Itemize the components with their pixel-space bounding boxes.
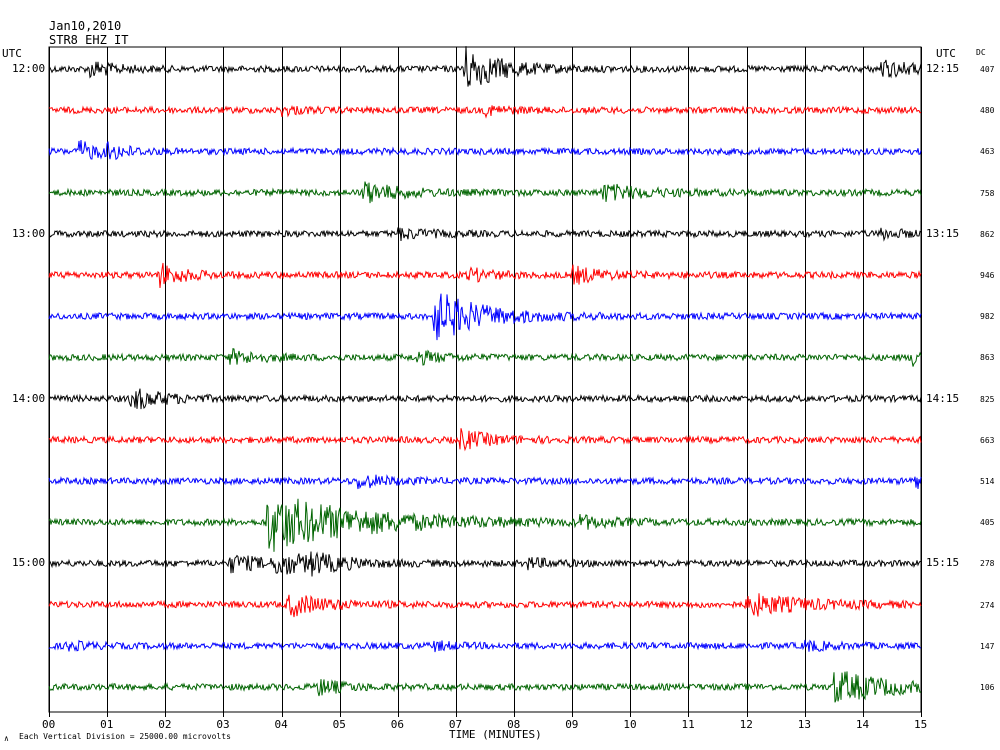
dc-header-label: DC (976, 48, 986, 57)
dc-value: 862 (980, 229, 995, 239)
dc-value: 946 (980, 271, 995, 280)
dc-value: 274 (980, 600, 995, 610)
x-tick-label: 13 (797, 718, 811, 731)
dc-value: 663 (980, 435, 995, 445)
row-time-left: 12:00 (12, 62, 46, 75)
x-tick-label: 09 (565, 718, 579, 731)
dc-value: 825 (980, 394, 995, 404)
seismic-trace (48, 293, 922, 341)
seismic-trace (48, 46, 922, 87)
dc-value: 863 (980, 353, 995, 363)
x-tick-label: 15 (914, 718, 928, 731)
x-tick-label: 12 (739, 718, 753, 731)
utc-left-label: UTC (2, 47, 22, 60)
row-time-right: 14:15 (926, 391, 960, 405)
seismic-trace (48, 593, 922, 618)
x-tick-label: 11 (681, 718, 695, 731)
seismic-trace (48, 639, 922, 653)
x-tick-label: 06 (390, 718, 405, 731)
x-tick-label: 05 (332, 718, 346, 731)
dc-value: 463 (980, 147, 995, 157)
seismic-trace (48, 671, 922, 703)
seismic-trace (48, 139, 922, 161)
dc-value: 106 (980, 683, 995, 692)
dc-value: 147 (980, 641, 995, 651)
minute-grid (48, 46, 922, 717)
dc-value: 278 (980, 559, 995, 569)
x-tick-label: 07 (448, 718, 463, 731)
seismic-trace (48, 551, 922, 577)
seismic-trace (48, 227, 922, 242)
x-tick-label: 00 (42, 718, 56, 731)
seismic-trace (48, 348, 922, 367)
seismic-trace (48, 498, 922, 552)
row-time-left: 14:00 (12, 391, 46, 405)
row-time-left: 13:00 (12, 226, 46, 240)
dc-value: 407 (980, 65, 995, 74)
seismic-trace (48, 474, 922, 490)
seismic-trace (48, 181, 922, 204)
seismic-trace (48, 428, 922, 452)
seismic-trace (48, 388, 922, 410)
row-time-right: 15:15 (926, 556, 960, 570)
x-tick-label: 03 (216, 718, 230, 731)
seismic-trace (48, 105, 922, 119)
footnote-mark: ∧ (4, 734, 9, 743)
dc-value: 514 (980, 477, 995, 486)
x-tick-label: 10 (623, 718, 637, 731)
x-tick-label: 02 (158, 718, 172, 731)
utc-right-label: UTC (936, 47, 956, 60)
dc-value: 405 (980, 518, 995, 528)
footnote: Each Vertical Division = 25000.00 microv… (19, 732, 231, 741)
x-tick-label: 04 (274, 718, 288, 731)
seismic-trace (48, 262, 922, 289)
dc-value: 982 (980, 312, 995, 322)
row-time-left: 15:00 (12, 556, 46, 570)
x-axis-label: TIME (MINUTES) (449, 728, 542, 741)
station-label: STR8 EHZ IT (49, 33, 129, 47)
x-tick-label: 08 (507, 718, 521, 731)
row-time-right: 13:15 (926, 226, 960, 240)
dc-value: 480 (980, 106, 995, 116)
date-label: Jan10,2010 (49, 19, 122, 33)
dc-value: 758 (980, 188, 995, 198)
traces (48, 46, 922, 703)
x-tick-label: 14 (855, 718, 870, 731)
x-tick-label: 01 (100, 718, 114, 731)
row-time-right: 12:15 (926, 62, 960, 75)
plot-frame (48, 46, 922, 713)
